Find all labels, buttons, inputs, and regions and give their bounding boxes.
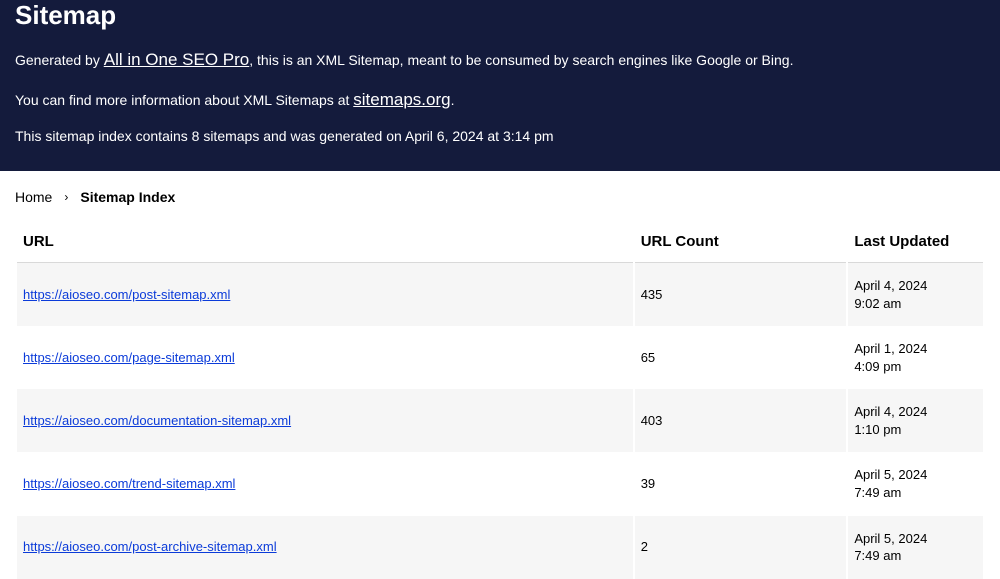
header-line-3: This sitemap index contains 8 sitemaps a… [15,126,985,147]
header-line-1-suffix: , this is an XML Sitemap, meant to be co… [249,52,793,68]
cell-updated: April 5, 2024 7:49 am [848,516,983,579]
page-title: Sitemap [15,0,985,31]
header-line-2-prefix: You can find more information about XML … [15,92,353,108]
breadcrumb-current: Sitemap Index [80,189,175,205]
table-row: https://aioseo.com/post-archive-sitemap.… [17,516,983,579]
sitemaps-org-link[interactable]: sitemaps.org [353,90,450,109]
header-line-2-suffix: . [451,92,455,108]
sitemap-url-link[interactable]: https://aioseo.com/trend-sitemap.xml [23,476,235,491]
breadcrumb: Home › Sitemap Index [0,171,1000,221]
cell-updated: April 4, 2024 1:10 pm [848,389,983,452]
header-line-1-prefix: Generated by [15,52,104,68]
table-row: https://aioseo.com/documentation-sitemap… [17,389,983,452]
column-header-updated: Last Updated [848,221,983,263]
cell-updated: April 1, 2024 4:09 pm [848,326,983,389]
column-header-count: URL Count [635,221,847,263]
cell-updated: April 4, 2024 9:02 am [848,263,983,326]
cell-url: https://aioseo.com/post-sitemap.xml [17,263,633,326]
sitemap-table-wrap: URL URL Count Last Updated https://aiose… [0,221,1000,578]
sitemap-url-link[interactable]: https://aioseo.com/post-archive-sitemap.… [23,539,277,554]
cell-url: https://aioseo.com/page-sitemap.xml [17,326,633,389]
sitemap-url-link[interactable]: https://aioseo.com/documentation-sitemap… [23,413,291,428]
sitemap-url-link[interactable]: https://aioseo.com/post-sitemap.xml [23,287,230,302]
table-row: https://aioseo.com/post-sitemap.xml 435Ap… [17,263,983,326]
aioseo-link[interactable]: All in One SEO Pro [104,50,250,69]
cell-url: https://aioseo.com/documentation-sitemap… [17,389,633,452]
cell-count: 435 [635,263,847,326]
cell-updated: April 5, 2024 7:49 am [848,452,983,515]
table-row: https://aioseo.com/page-sitemap.xml 65Apr… [17,326,983,389]
cell-count: 2 [635,516,847,579]
header-line-1: Generated by All in One SEO Pro, this is… [15,47,985,73]
cell-url: https://aioseo.com/post-archive-sitemap.… [17,516,633,579]
cell-count: 65 [635,326,847,389]
breadcrumb-home[interactable]: Home [15,189,52,205]
page-header: Sitemap Generated by All in One SEO Pro,… [0,0,1000,171]
header-line-2: You can find more information about XML … [15,87,985,113]
cell-count: 39 [635,452,847,515]
column-header-url: URL [17,221,633,263]
sitemap-url-link[interactable]: https://aioseo.com/page-sitemap.xml [23,350,235,365]
cell-url: https://aioseo.com/trend-sitemap.xml [17,452,633,515]
sitemap-table: URL URL Count Last Updated https://aiose… [15,221,985,578]
chevron-right-icon: › [64,190,68,204]
cell-count: 403 [635,389,847,452]
table-row: https://aioseo.com/trend-sitemap.xml 39Ap… [17,452,983,515]
